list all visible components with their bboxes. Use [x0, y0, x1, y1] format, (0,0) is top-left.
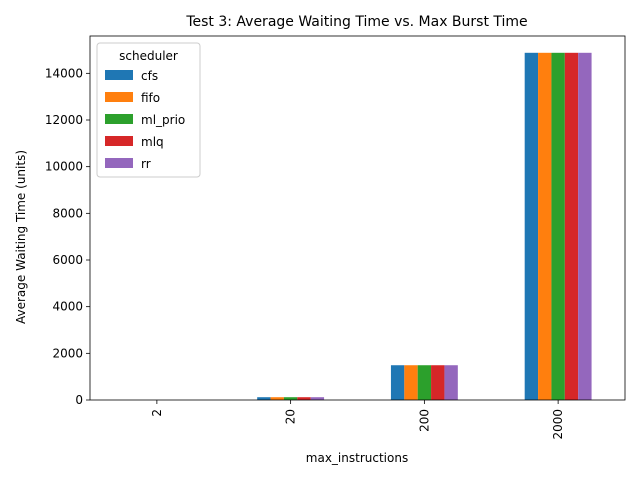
- y-axis-label: Average Waiting Time (units): [14, 150, 28, 324]
- x-tick-label: 200: [417, 409, 431, 432]
- y-tick-label: 12000: [45, 113, 83, 127]
- x-tick-label: 2000: [551, 409, 565, 440]
- legend-swatch-mlq: [105, 136, 133, 146]
- bar-mlq-2000: [564, 52, 579, 401]
- bar-ml_prio-2000: [551, 52, 565, 401]
- bar-fifo-200: [404, 365, 418, 400]
- y-tick-label: 6000: [52, 253, 83, 267]
- legend-label-fifo: fifo: [141, 91, 160, 105]
- bar-fifo-20: [270, 397, 284, 400]
- legend-label-ml_prio: ml_prio: [141, 113, 185, 127]
- bar-cfs-20: [257, 397, 271, 400]
- legend-title: scheduler: [119, 49, 178, 63]
- bar-ml_prio-20: [283, 397, 298, 400]
- y-tick-label: 2000: [52, 346, 83, 360]
- legend-swatch-cfs: [105, 70, 133, 80]
- y-tick-label: 4000: [52, 300, 83, 314]
- y-tick-label: 8000: [52, 206, 83, 220]
- y-tick-label: 14000: [45, 66, 83, 80]
- x-tick-label: 2: [150, 409, 164, 417]
- legend-label-cfs: cfs: [141, 69, 158, 83]
- x-tick-label: 20: [284, 409, 298, 424]
- chart-title: Test 3: Average Waiting Time vs. Max Bur…: [185, 14, 527, 30]
- bar-mlq-20: [297, 397, 311, 400]
- bar-mlq-200: [431, 365, 445, 400]
- bar-fifo-2000: [538, 52, 552, 401]
- bar-rr-20: [310, 397, 325, 400]
- bar-rr-2000: [578, 52, 592, 401]
- y-tick-label: 0: [75, 393, 83, 407]
- bar-cfs-2000: [524, 52, 539, 401]
- legend-swatch-rr: [105, 158, 133, 168]
- legend-label-rr: rr: [141, 157, 151, 171]
- x-axis-label: max_instructions: [306, 451, 408, 465]
- plot-frame: [89, 35, 626, 401]
- bar-cfs-200: [390, 365, 405, 400]
- legend-label-mlq: mlq: [141, 135, 164, 149]
- axes-layer: 2 20 200 2000 0 2000 4000 6000 8000 10000 12000 140…: [45, 35, 626, 440]
- legend-swatch-ml_prio: [105, 114, 133, 124]
- bar-rr-200: [444, 365, 458, 400]
- bars-layer: [257, 52, 592, 401]
- bar-ml_prio-200: [417, 365, 432, 400]
- y-tick-label: 10000: [45, 160, 83, 174]
- legend-swatch-fifo: [105, 92, 133, 102]
